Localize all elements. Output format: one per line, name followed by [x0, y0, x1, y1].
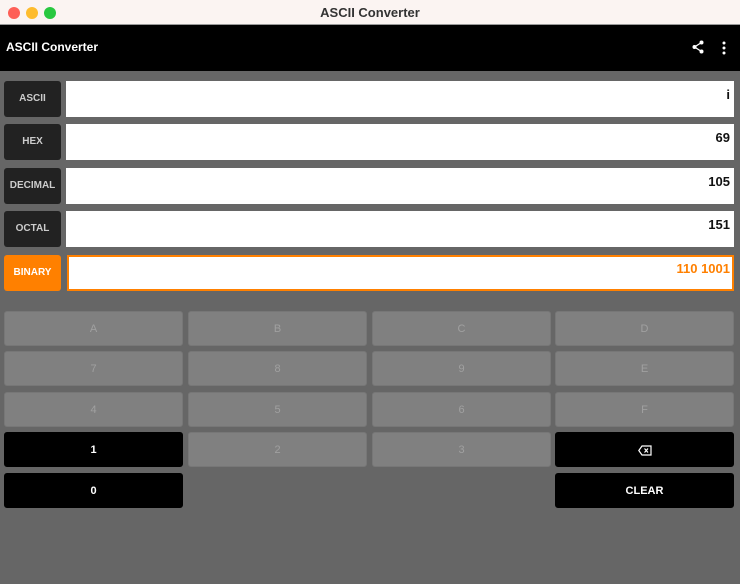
- decimal-field[interactable]: 105: [66, 168, 734, 204]
- backspace-button[interactable]: [555, 432, 734, 467]
- key-d: D: [555, 311, 734, 346]
- app-title: ASCII Converter: [6, 40, 99, 54]
- key-6: 6: [372, 392, 551, 427]
- hex-field[interactable]: 69: [66, 124, 734, 160]
- more-vert-icon[interactable]: [722, 41, 726, 60]
- octal-field[interactable]: 151: [66, 211, 734, 247]
- key-2: 2: [188, 432, 367, 467]
- minimize-window-button[interactable]: [26, 7, 38, 19]
- key-3: 3: [372, 432, 551, 467]
- window-title: ASCII Converter: [320, 5, 420, 20]
- key-4: 4: [4, 392, 183, 427]
- binary-field[interactable]: 110 1001: [67, 255, 734, 291]
- key-c: C: [372, 311, 551, 346]
- decimal-button[interactable]: DECIMAL: [4, 168, 61, 204]
- key-0[interactable]: 0: [4, 473, 183, 508]
- converter-main: ASCII i HEX 69 DECIMAL 105 OCTAL 151 BIN…: [0, 71, 740, 584]
- ascii-button[interactable]: ASCII: [4, 81, 61, 117]
- key-1[interactable]: 1: [4, 432, 183, 467]
- key-b: B: [188, 311, 367, 346]
- backspace-icon: [637, 444, 652, 456]
- key-a: A: [4, 311, 183, 346]
- binary-button[interactable]: BINARY: [4, 255, 61, 291]
- close-window-button[interactable]: [8, 7, 20, 19]
- maximize-window-button[interactable]: [44, 7, 56, 19]
- key-5: 5: [188, 392, 367, 427]
- app-bar: ASCII Converter: [0, 25, 740, 71]
- key-7: 7: [4, 351, 183, 386]
- share-icon[interactable]: [692, 40, 704, 59]
- key-e: E: [555, 351, 734, 386]
- key-f: F: [555, 392, 734, 427]
- ascii-field[interactable]: i: [66, 81, 734, 117]
- clear-button[interactable]: CLEAR: [555, 473, 734, 508]
- hex-button[interactable]: HEX: [4, 124, 61, 160]
- octal-button[interactable]: OCTAL: [4, 211, 61, 247]
- window-titlebar: ASCII Converter: [0, 0, 740, 25]
- key-9: 9: [372, 351, 551, 386]
- key-8: 8: [188, 351, 367, 386]
